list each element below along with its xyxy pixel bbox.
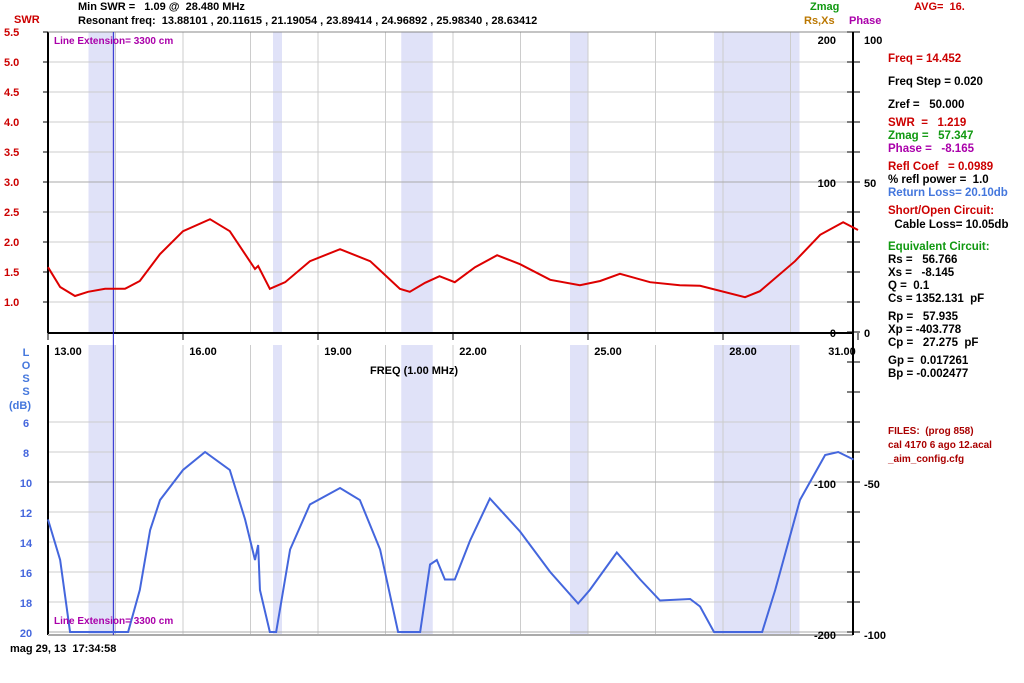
files-config: _aim_config.cfg xyxy=(888,454,965,465)
readout-zref: Zref = 50.000 xyxy=(888,99,965,111)
readout-swr: SWR = 1.219 xyxy=(888,117,967,129)
readout-phase: Phase = -8.165 xyxy=(888,143,974,155)
phase-tick-label: -50 xyxy=(864,479,880,491)
swr-tick-label: 3.5 xyxy=(4,147,19,159)
zmag-tick-label: 200 xyxy=(818,35,836,47)
loss-tick-label: 8 xyxy=(23,448,29,460)
loss-tick-label: 10 xyxy=(20,478,32,490)
x-tick-label: 31.00 xyxy=(828,346,856,358)
loss-unit: (dB) xyxy=(9,400,31,412)
readout-cable-loss: Cable Loss= 10.05db xyxy=(888,219,1009,231)
readout-refl-coef: Refl Coef = 0.0989 xyxy=(888,161,994,173)
readout-short-open: Short/Open Circuit: xyxy=(888,205,995,217)
zmag-tick-label: 100 xyxy=(818,178,836,190)
x-tick-label: 28.00 xyxy=(729,346,757,358)
loss-tick-label: 12 xyxy=(20,508,32,520)
readout-freq: Freq = 14.452 xyxy=(888,53,962,65)
loss-curve xyxy=(47,450,854,633)
phase-tick-label: 100 xyxy=(864,35,882,47)
line-extension-bottom: Line Extension= 3300 cm xyxy=(54,616,174,627)
rsxs-tick-label: -200 xyxy=(814,630,836,642)
readout-gp: Gp = 0.017261 xyxy=(888,355,969,367)
x-tick-label: 16.00 xyxy=(189,346,217,358)
readout-rs: Rs = 56.766 xyxy=(888,254,958,266)
phase-tick-label: 50 xyxy=(864,178,876,190)
ham-band xyxy=(570,345,588,635)
avg-count: AVG= 16. xyxy=(914,1,965,13)
swr-tick-label: 2.0 xyxy=(4,237,19,249)
readout-zmag: Zmag = 57.347 xyxy=(888,130,974,142)
ham-band xyxy=(273,345,282,635)
readout-cp: Cp = 27.275 pF xyxy=(888,337,979,349)
x-tick-label: 19.00 xyxy=(324,346,352,358)
min-swr: Min SWR = 1.09 @ 28.480 MHz xyxy=(78,1,245,13)
readout-return-loss: Return Loss= 20.10db xyxy=(888,187,1008,199)
readout-freq-step: Freq Step = 0.020 xyxy=(888,76,983,88)
files-cal: cal 4170 6 ago 12.acal xyxy=(888,440,992,451)
readout-cs: Cs = 1352.131 pF xyxy=(888,293,985,305)
swr-tick-label: 4.5 xyxy=(4,87,19,99)
readout-xs: Xs = -8.145 xyxy=(888,267,955,279)
resonant-freqs: Resonant freq: 13.88101 , 20.11615 , 21.… xyxy=(78,15,538,27)
line-extension-top: Line Extension= 3300 cm xyxy=(54,36,174,47)
swr-tick-label: 4.0 xyxy=(4,117,19,129)
files-title: FILES: (prog 858) xyxy=(888,426,974,437)
swr-tick-label: 5.5 xyxy=(4,27,19,39)
loss-tick-label: 6 xyxy=(23,418,29,430)
swr-axis-title: SWR xyxy=(14,14,40,26)
readout-bp: Bp = -0.002477 xyxy=(888,368,969,380)
x-tick-label: 22.00 xyxy=(459,346,487,358)
swr-curve xyxy=(47,218,859,299)
x-tick-label: 13.00 xyxy=(54,346,82,358)
zmag-legend: Zmag xyxy=(810,1,840,13)
x-tick-label: 25.00 xyxy=(594,346,622,358)
phase-legend: Phase xyxy=(849,15,882,27)
readout-rp: Rp = 57.935 xyxy=(888,311,958,323)
loss-tick-label: 20 xyxy=(20,628,32,640)
loss-tick-label: 16 xyxy=(20,568,32,580)
ham-band xyxy=(714,345,800,635)
x-axis-label: FREQ (1.00 MHz) xyxy=(370,365,459,377)
loss-tick-label: 14 xyxy=(20,538,33,550)
swr-tick-label: 1.0 xyxy=(4,297,19,309)
ham-band xyxy=(88,345,116,635)
timestamp: mag 29, 13 17:34:58 xyxy=(10,643,117,655)
rsxs-legend: Rs,Xs xyxy=(804,15,835,27)
loss-tick-label: 18 xyxy=(20,598,32,610)
phase-tick-label: -100 xyxy=(864,630,886,642)
readout-equiv: Equivalent Circuit: xyxy=(888,241,990,253)
phase-tick-label: 0 xyxy=(864,328,870,340)
swr-tick-label: 3.0 xyxy=(4,177,19,189)
readout-q: Q = 0.1 xyxy=(888,280,930,292)
swr-tick-label: 2.5 xyxy=(4,207,19,219)
swr-tick-label: 1.5 xyxy=(4,267,19,279)
readout-xp: Xp = -403.778 xyxy=(888,324,962,336)
rsxs-tick-label: -100 xyxy=(814,479,836,491)
zmag-tick-label: 0 xyxy=(830,328,836,340)
swr-tick-label: 5.0 xyxy=(4,57,19,69)
ham-band xyxy=(401,345,433,635)
readout-refl-power: % refl power = 1.0 xyxy=(888,174,989,186)
